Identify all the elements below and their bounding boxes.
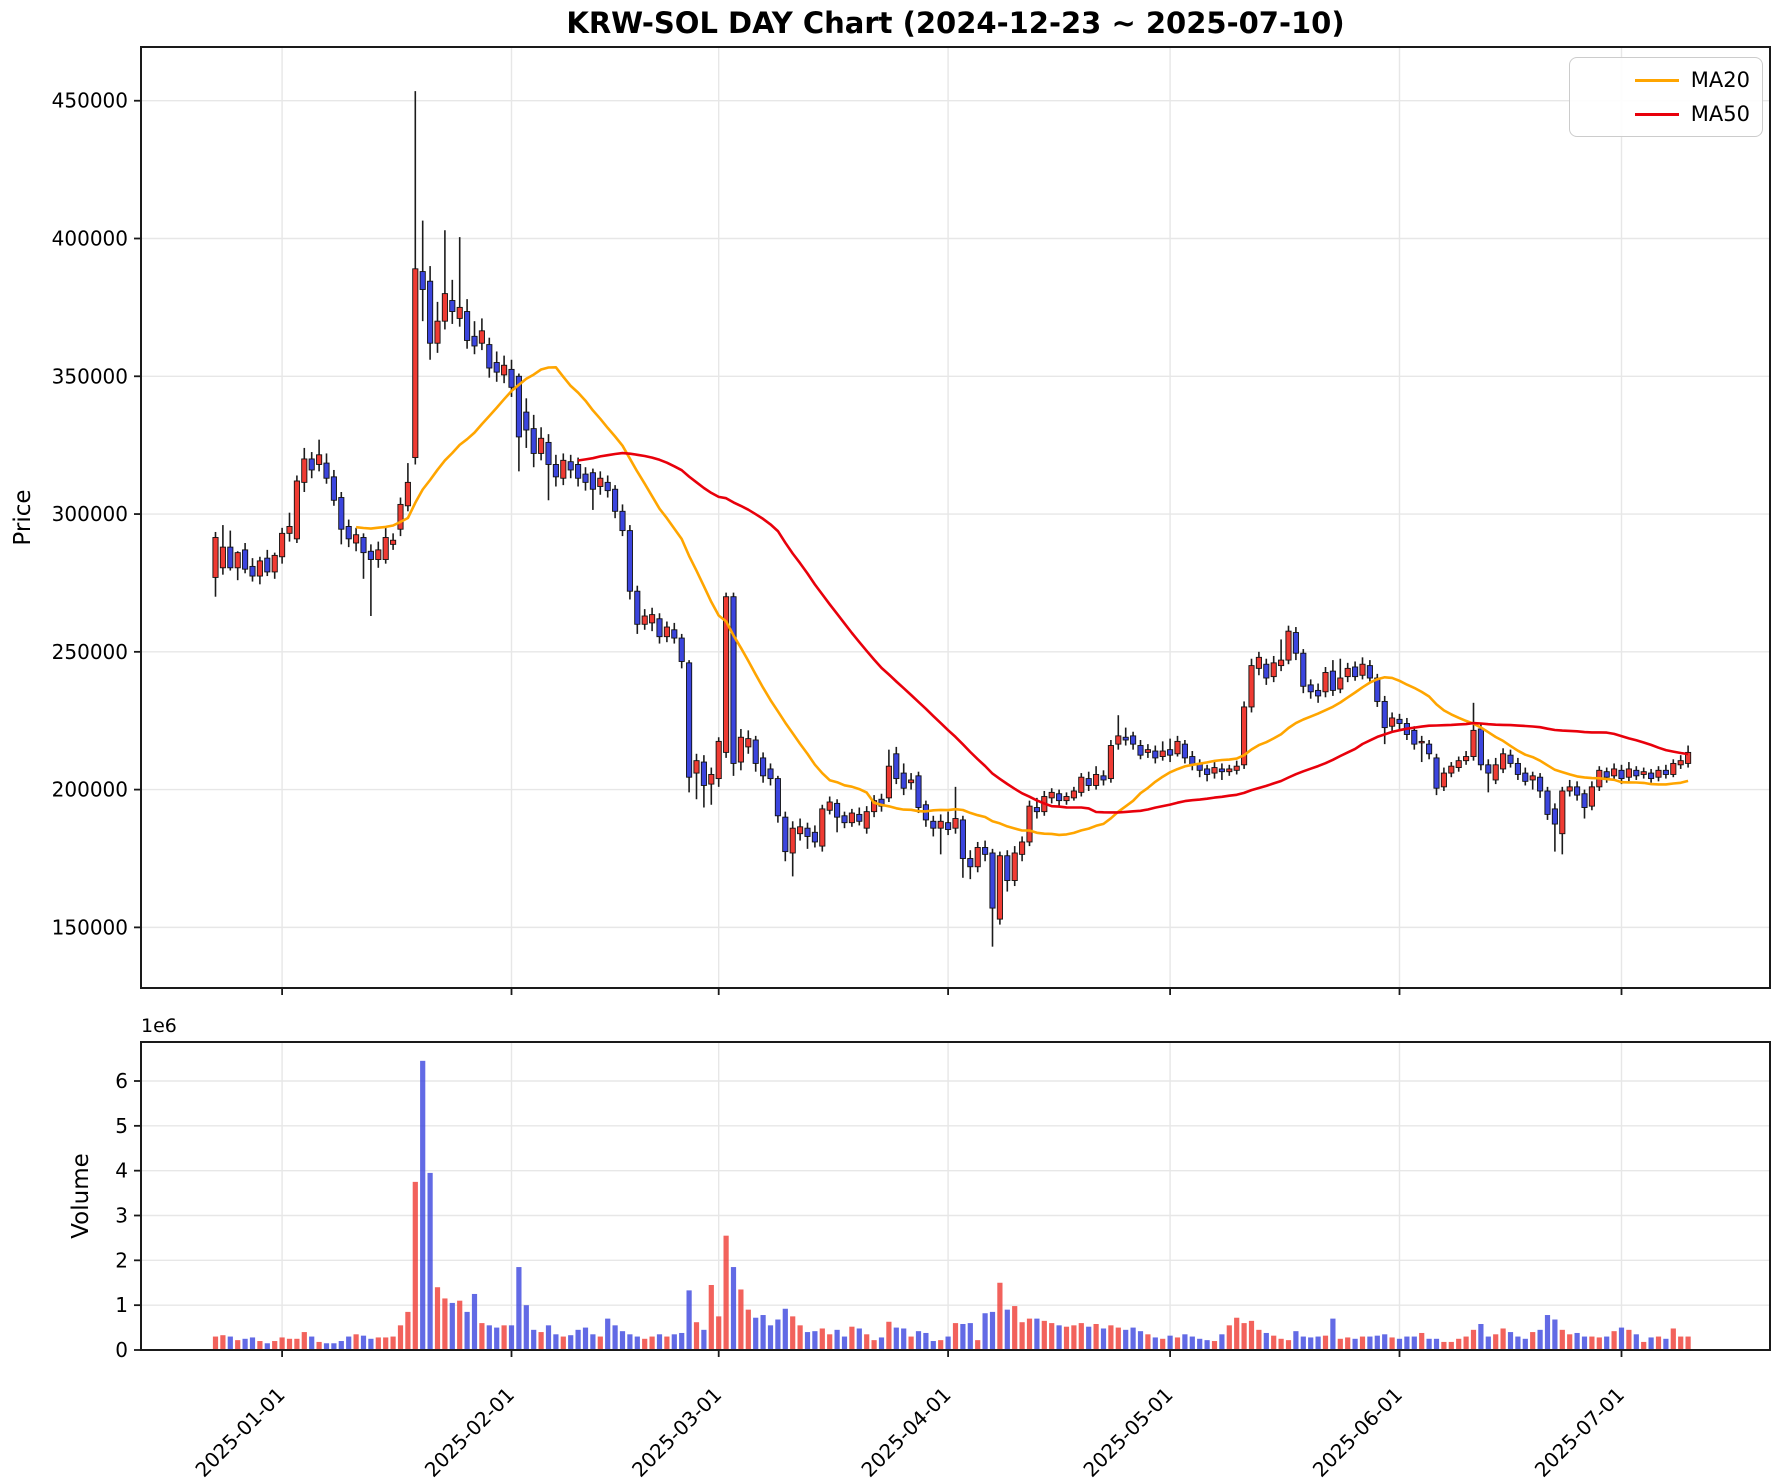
svg-text:2025-02-01: 2025-02-01 [420,1383,519,1482]
price-axis-label: Price [10,489,36,545]
ma20-line [355,365,1689,837]
volume-bars [212,1060,1691,1350]
svg-text:450000: 450000 [52,89,128,113]
ma50-line [577,451,1689,814]
candle-wicks [214,91,1689,947]
svg-text:2025-05-01: 2025-05-01 [1078,1383,1177,1482]
svg-text:150000: 150000 [52,915,128,939]
volume-axis-label: Volume [68,1153,94,1239]
ma50-line-swatch [1634,112,1679,116]
svg-text:6: 6 [115,1069,128,1093]
svg-text:2025-06-01: 2025-06-01 [1308,1383,1407,1482]
svg-text:350000: 350000 [52,364,128,388]
axis-tick-labels: 150000 200000 250000 300000 350000 400000 4500… [52,89,1629,1482]
svg-text:2025-01-01: 2025-01-01 [190,1383,289,1482]
svg-text:2025-03-01: 2025-03-01 [627,1383,726,1482]
svg-text:2025-04-01: 2025-04-01 [856,1383,955,1482]
candle-bodies [212,268,1692,920]
svg-text:300000: 300000 [52,502,128,526]
legend-label-ma20: MA20 [1690,68,1750,92]
chart-title: KRW-SOL DAY Chart (2024-12-23 ~ 2025-07-… [566,6,1345,40]
svg-text:250000: 250000 [52,640,128,664]
svg-text:3: 3 [115,1204,128,1228]
volume-offset-label: 1e6 [141,1015,177,1037]
svg-text:1: 1 [115,1293,128,1317]
svg-text:2025-07-01: 2025-07-01 [1530,1383,1629,1482]
svg-text:2: 2 [115,1248,128,1272]
legend-item-ma20: MA20 [1584,68,1750,92]
svg-text:5: 5 [115,1114,128,1138]
legend: MA20 MA50 [1569,57,1763,137]
legend-item-ma50: MA50 [1584,102,1750,126]
svg-text:0: 0 [115,1338,128,1362]
ma20-line-swatch [1634,78,1679,82]
svg-text:200000: 200000 [52,778,128,802]
legend-label-ma50: MA50 [1690,102,1750,126]
svg-text:4: 4 [115,1159,128,1183]
svg-text:400000: 400000 [52,227,128,251]
